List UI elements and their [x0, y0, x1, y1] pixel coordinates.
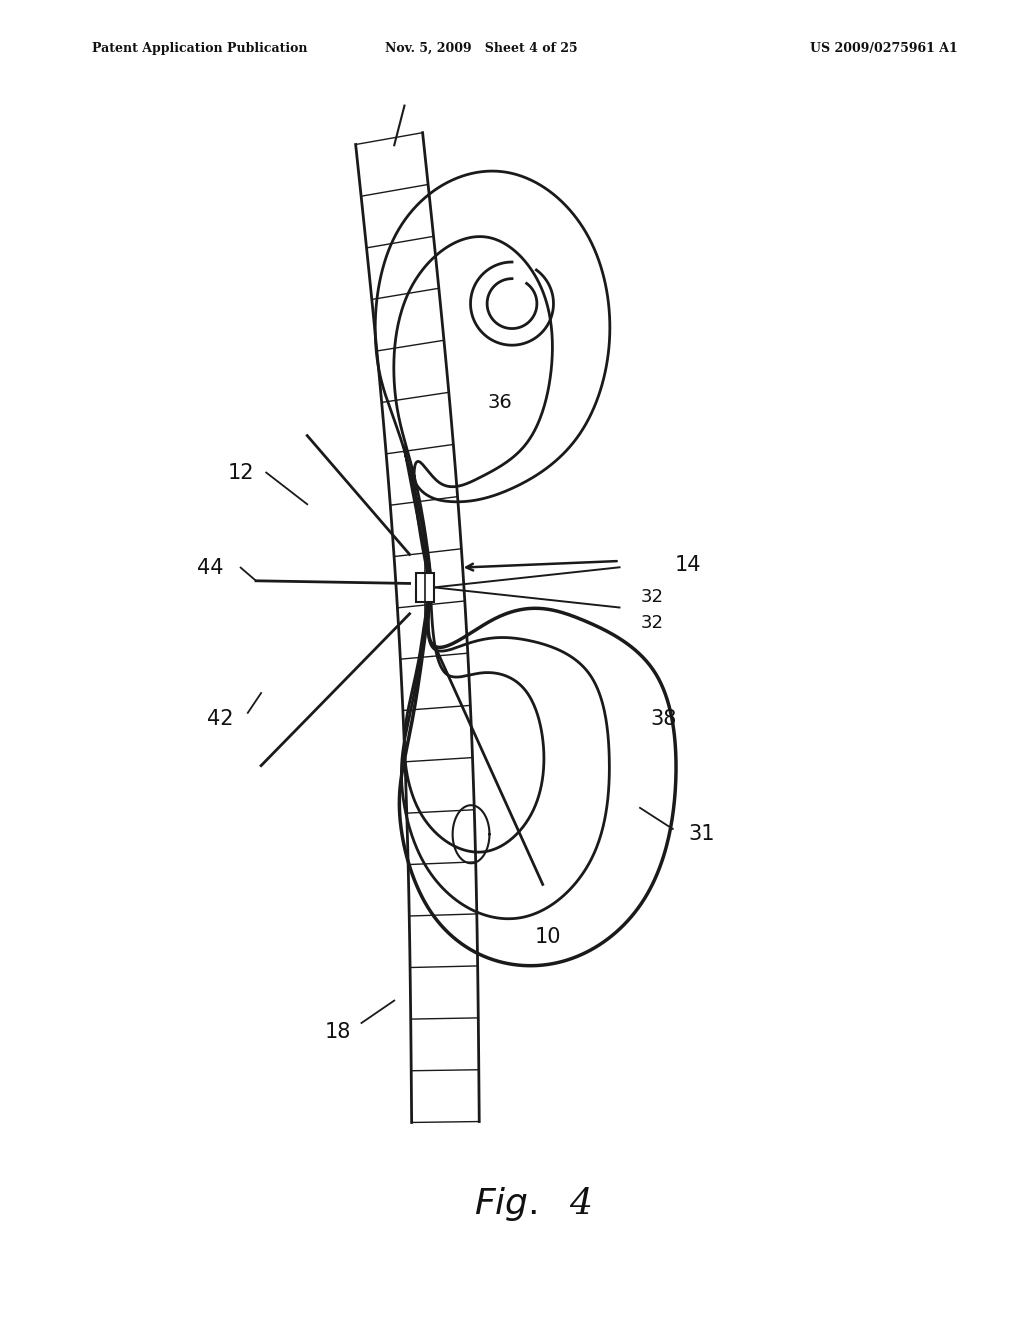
Bar [416, 573, 434, 602]
Text: US 2009/0275961 A1: US 2009/0275961 A1 [810, 42, 957, 55]
Text: 44: 44 [197, 557, 223, 578]
Text: 36: 36 [487, 393, 512, 412]
Polygon shape [355, 133, 479, 1122]
Text: Patent Application Publication: Patent Application Publication [92, 42, 307, 55]
Text: 32: 32 [641, 587, 664, 606]
Text: $\mathit{Fig.}$  4: $\mathit{Fig.}$ 4 [474, 1185, 591, 1222]
Text: 42: 42 [207, 709, 233, 730]
Text: 12: 12 [227, 462, 254, 483]
Text: 10: 10 [535, 927, 561, 948]
Text: 32: 32 [641, 614, 664, 632]
Text: Nov. 5, 2009   Sheet 4 of 25: Nov. 5, 2009 Sheet 4 of 25 [385, 42, 578, 55]
Text: 31: 31 [688, 824, 715, 845]
Text: 14: 14 [675, 554, 701, 576]
Text: 38: 38 [650, 709, 677, 730]
Text: 18: 18 [325, 1022, 351, 1043]
